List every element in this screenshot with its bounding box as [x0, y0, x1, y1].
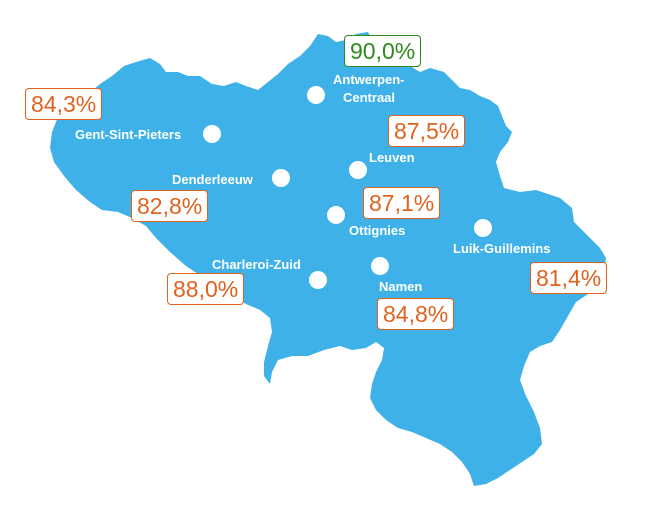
percentage-badge-namen: 84,8% — [377, 298, 455, 330]
station-label-line: Centraal — [343, 90, 396, 105]
percentage-badge-gent: 84,3% — [25, 88, 103, 120]
station-dot-charleroi — [309, 271, 327, 289]
station-label-leuven: Leuven — [369, 150, 415, 165]
station-dot-ottignies — [327, 206, 345, 224]
percentage-badge-charleroi: 88,0% — [167, 273, 245, 305]
percentage-badge-denderleeuw: 82,8% — [131, 190, 209, 222]
station-label-line: Antwerpen- — [333, 72, 405, 87]
station-label-gent: Gent-Sint-Pieters — [75, 127, 182, 142]
belgium-outline — [50, 32, 606, 486]
station-label-ottignies: Ottignies — [349, 223, 406, 238]
station-dot-luik — [474, 219, 492, 237]
station-dot-antwerpen — [307, 86, 325, 104]
station-label-denderleeuw: Denderleeuw — [172, 172, 253, 187]
station-dot-gent — [203, 125, 221, 143]
station-dot-leuven — [349, 161, 367, 179]
percentage-badge-antwerpen: 90,0% — [344, 35, 422, 67]
percentage-badge-leuven: 87,5% — [388, 115, 466, 147]
station-label-charleroi: Charleroi-Zuid — [212, 257, 301, 272]
station-dot-namen — [371, 257, 389, 275]
station-dot-denderleeuw — [272, 169, 290, 187]
percentage-badge-ottignies: 87,1% — [363, 187, 441, 219]
station-label-antwerpen: Antwerpen- Centraal — [333, 71, 405, 107]
percentage-badge-luik: 81,4% — [530, 262, 608, 294]
station-label-luik: Luik-Guillemins — [453, 241, 551, 256]
station-label-namen: Namen — [379, 279, 423, 294]
